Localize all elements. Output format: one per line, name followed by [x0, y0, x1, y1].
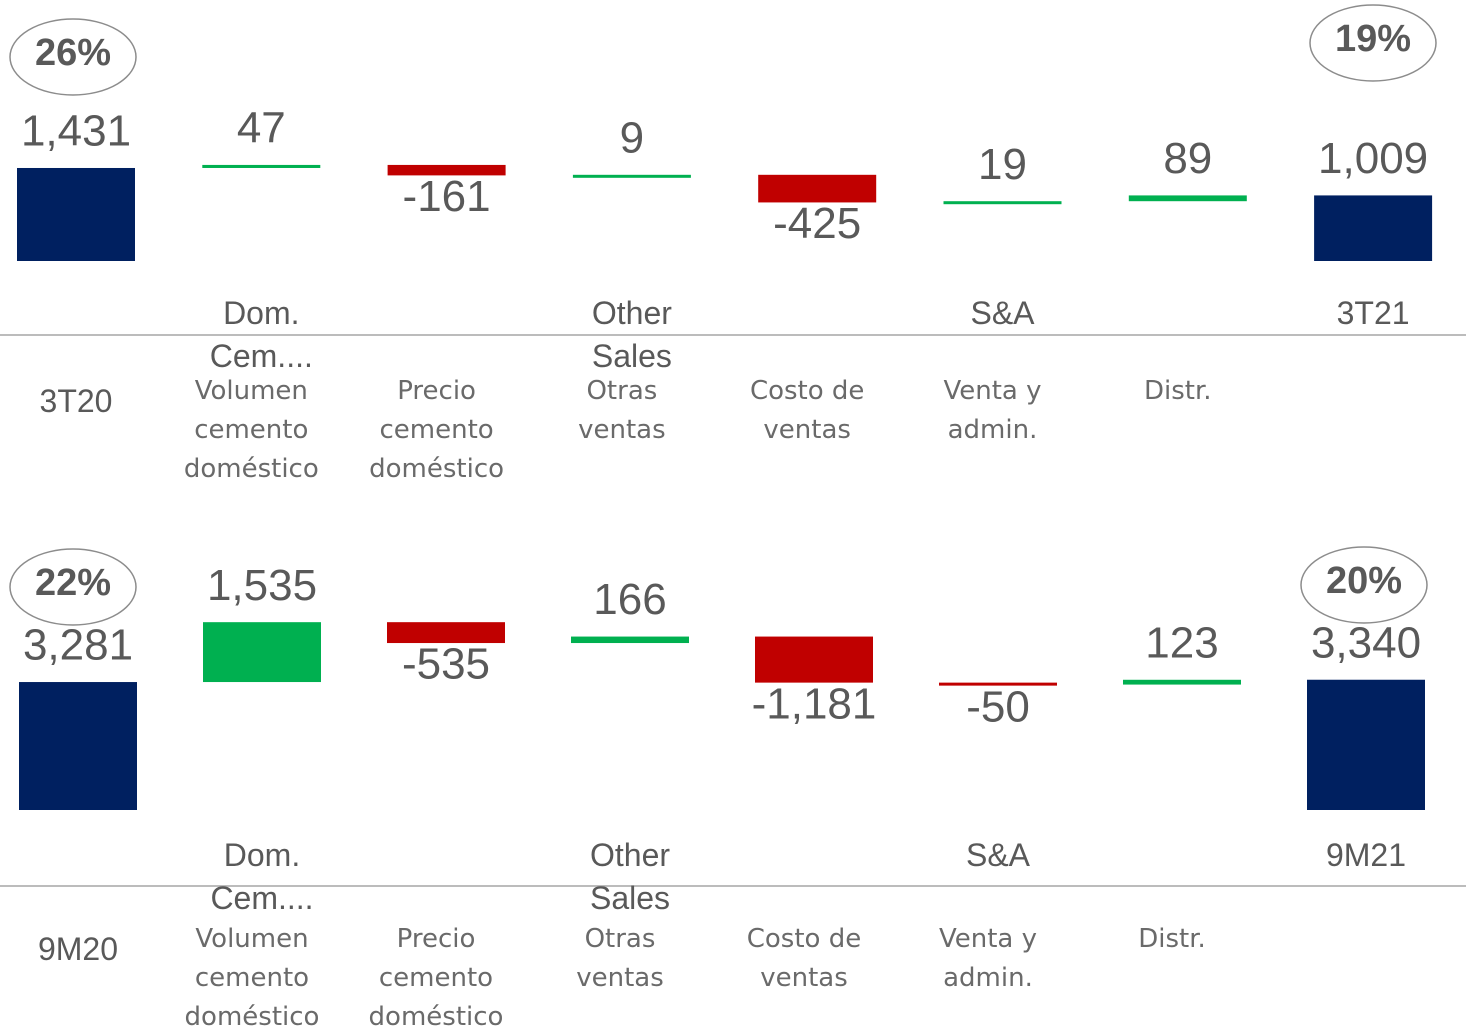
category-label: Costo de ventas [746, 924, 862, 993]
value-label: -535 [402, 640, 490, 689]
axis-label: Dom. Cem.... [210, 837, 314, 916]
bar [1123, 679, 1241, 685]
bar [19, 682, 137, 810]
category-label: Distr. [1144, 376, 1212, 406]
axis-label: S&A [970, 295, 1035, 331]
bar [1314, 195, 1433, 261]
category-label: 9M20 [37, 931, 119, 967]
value-label: 1,009 [1318, 134, 1428, 183]
bar [943, 201, 1062, 205]
margin-label: 19% [1335, 18, 1411, 60]
category-label: Otras ventas [576, 924, 664, 993]
category-label: Precio cemento doméstico [368, 924, 504, 1030]
margin-label: 20% [1326, 560, 1402, 602]
category-label: Venta y admin. [943, 376, 1042, 445]
axis-label: Other Sales [591, 295, 672, 374]
value-label: 166 [593, 575, 666, 624]
margin-label: 26% [35, 32, 111, 74]
margin-label: 22% [35, 562, 111, 604]
bar [758, 174, 877, 203]
margin-oval [1309, 4, 1437, 82]
category-label: Volumen cemento doméstico [183, 376, 319, 484]
bar [755, 636, 873, 683]
axis-label: Other Sales [589, 837, 671, 916]
axis-label: S&A [965, 837, 1031, 873]
category-label: Otras ventas [578, 376, 666, 445]
category-label: Venta y admin. [938, 924, 1038, 993]
bar [1128, 195, 1247, 202]
margin-oval [9, 18, 137, 96]
category-label: Distr. [1138, 924, 1206, 954]
margin-oval [9, 548, 137, 626]
value-label: 123 [1145, 618, 1218, 667]
value-label: 1,431 [21, 107, 131, 156]
value-label: 89 [1163, 134, 1212, 183]
bar [202, 164, 321, 168]
value-label: -50 [966, 682, 1030, 731]
bar [203, 622, 321, 683]
bar [387, 164, 506, 176]
bar [17, 167, 135, 261]
value-label: 3,340 [1311, 618, 1421, 667]
value-label: 47 [237, 104, 286, 153]
value-label: -161 [403, 172, 491, 221]
value-label: -1,181 [752, 679, 877, 728]
bar [939, 682, 1057, 686]
bar [387, 622, 505, 644]
bar [1307, 679, 1425, 810]
value-label: -425 [773, 199, 861, 248]
value-label: 1,535 [207, 561, 317, 610]
margin-oval [1300, 546, 1428, 624]
bar [572, 174, 691, 178]
axis-label: 3T21 [1336, 295, 1410, 331]
axis-label: 9M21 [1325, 837, 1407, 873]
value-label: 3,281 [23, 621, 133, 670]
bar [571, 636, 689, 644]
category-label: 3T20 [39, 383, 113, 419]
axis-label: Dom. Cem.... [209, 295, 313, 374]
category-label: Costo de ventas [749, 376, 865, 445]
category-label: Volumen cemento doméstico [184, 924, 320, 1030]
value-label: 19 [978, 140, 1027, 189]
category-label: Precio cemento doméstico [369, 376, 505, 484]
value-label: 9 [620, 113, 644, 162]
